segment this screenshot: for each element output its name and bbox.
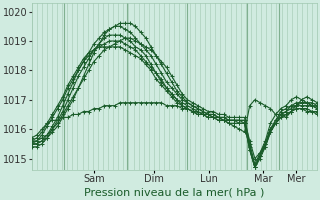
X-axis label: Pression niveau de la mer( hPa ): Pression niveau de la mer( hPa ) (84, 187, 265, 197)
